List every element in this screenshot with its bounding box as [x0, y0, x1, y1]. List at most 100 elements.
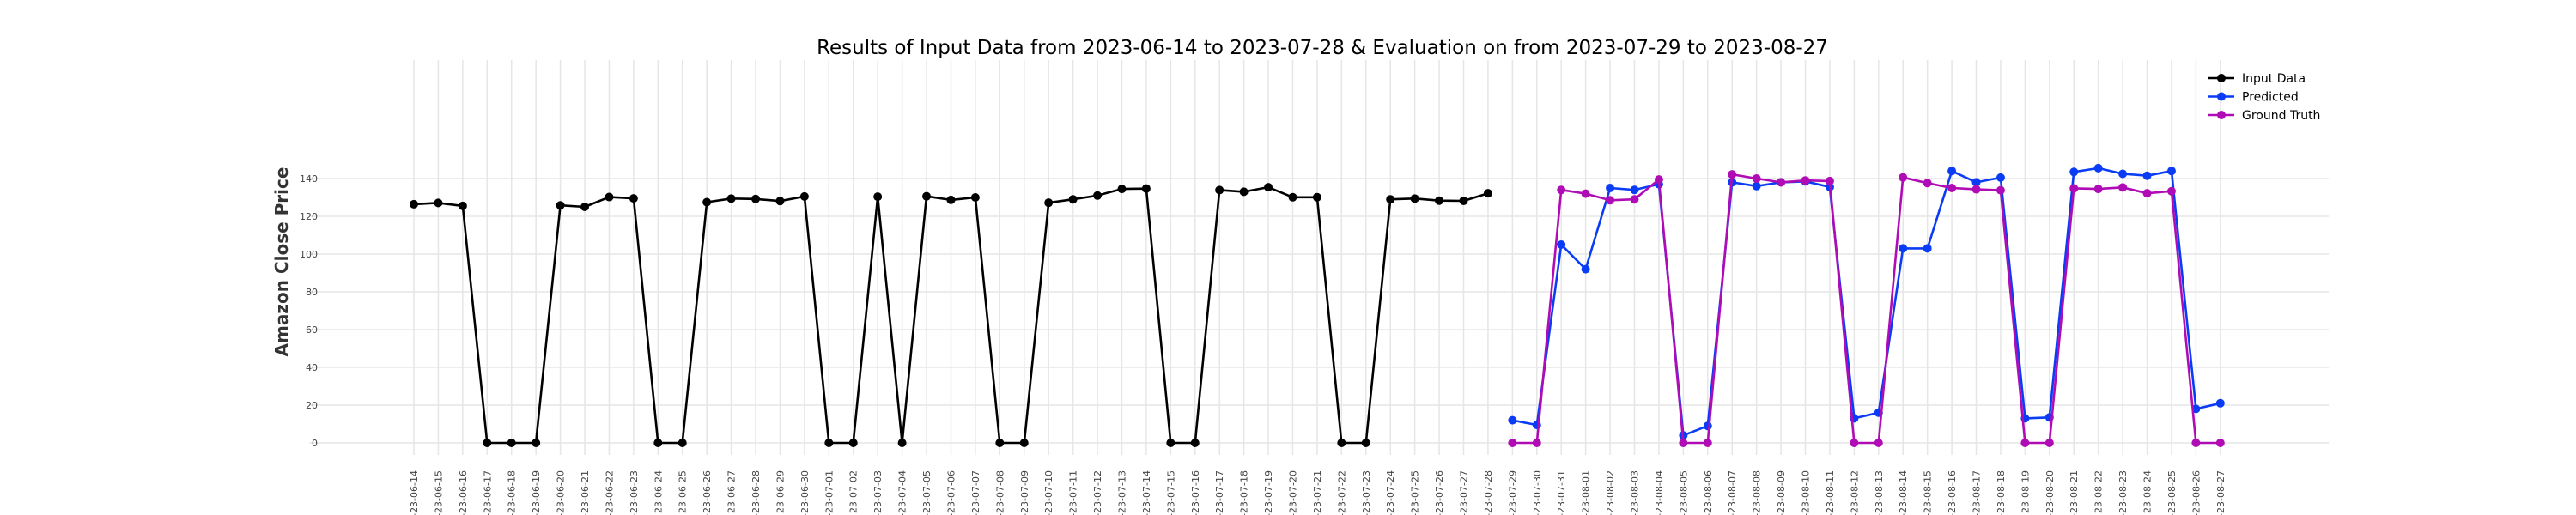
data-point [1801, 176, 1810, 185]
data-point [1093, 191, 1103, 200]
x-tick-label: -23-08-04 [1654, 470, 1665, 515]
data-point [1410, 194, 1419, 203]
x-tick-label: -23-08-03 [1630, 470, 1641, 515]
x-tick-label: -23-08-18 [1996, 470, 2007, 515]
grid [309, 60, 2329, 455]
x-tick-label: -23-06-14 [409, 470, 420, 515]
x-tick-label: -23-07-01 [823, 470, 835, 515]
data-point [677, 439, 687, 447]
data-point [556, 201, 565, 210]
x-tick-label: -23-06-25 [677, 470, 689, 515]
data-point [580, 203, 590, 211]
legend-item: Ground Truth [2208, 109, 2320, 123]
x-tick-label: -23-07-20 [1287, 470, 1298, 515]
x-tick-label: -23-08-05 [1678, 470, 1689, 515]
data-point [2069, 184, 2079, 193]
data-point [1508, 415, 1517, 425]
x-tick-label: -23-07-31 [1556, 470, 1567, 515]
data-point [1264, 183, 1273, 192]
data-point [1971, 185, 1981, 194]
data-point [2044, 439, 2054, 447]
data-point [1947, 167, 1957, 176]
x-tick-label: -23-07-30 [1532, 470, 1543, 515]
x-tick-label: -23-08-20 [2044, 470, 2056, 515]
x-tick-label: -23-08-17 [1971, 470, 1983, 515]
data-point [507, 439, 516, 447]
series-line [1512, 167, 2221, 437]
x-tick-label: -23-06-29 [775, 470, 786, 515]
data-point [2191, 439, 2201, 447]
data-point [1532, 439, 1541, 447]
x-tick-label: -23-08-01 [1581, 470, 1592, 515]
data-point [799, 191, 809, 201]
series-layer [410, 163, 2225, 447]
x-tick-label: -23-07-08 [994, 470, 1005, 515]
y-tick-label: 60 [306, 324, 318, 336]
data-point [702, 197, 712, 207]
x-tick-label: -23-07-10 [1043, 470, 1054, 515]
y-axis-ticks: 0 20 40 60 80 100 120 140 [300, 173, 318, 449]
data-point [2166, 167, 2176, 176]
x-tick-label: -23-07-02 [848, 470, 860, 515]
data-point [1459, 196, 1468, 205]
x-tick-label: -23-08-22 [2093, 470, 2105, 515]
data-point [1825, 176, 1834, 185]
x-tick-label: -23-07-04 [897, 470, 908, 515]
y-tick-label: 20 [306, 400, 318, 411]
data-point [1581, 189, 1590, 198]
data-point [2215, 398, 2225, 408]
legend-marker [2217, 92, 2226, 101]
data-point [1923, 244, 1932, 253]
x-tick-label: -23-06-27 [726, 470, 738, 515]
series-predicted [1508, 163, 2225, 440]
data-point [2142, 171, 2152, 180]
data-point [1044, 198, 1054, 208]
x-tick-label: -23-06-20 [556, 470, 567, 515]
data-point [1215, 185, 1224, 195]
data-point [751, 194, 761, 203]
x-tick-label: -23-07-19 [1263, 470, 1274, 515]
x-tick-label: -23-08-10 [1801, 470, 1812, 515]
data-point [1337, 439, 1346, 447]
data-point [1923, 179, 1932, 188]
x-tick-label: -23-08-23 [2117, 470, 2129, 515]
data-point [653, 439, 663, 447]
data-point [1679, 439, 1688, 447]
data-point [946, 195, 956, 204]
data-point [1606, 184, 1615, 192]
x-tick-label: -23-08-09 [1776, 470, 1787, 515]
data-point [1947, 184, 1957, 192]
x-tick-label: -23-07-18 [1239, 470, 1250, 515]
legend-item: Input Data [2208, 72, 2306, 86]
x-tick-label: -23-08-07 [1727, 470, 1738, 515]
data-point [1190, 439, 1200, 447]
data-point [1483, 189, 1492, 198]
x-tick-label: -23-08-27 [2215, 470, 2227, 515]
x-tick-label: -23-08-14 [1898, 470, 1909, 515]
x-tick-label: -23-08-11 [1825, 470, 1836, 515]
data-point [1581, 264, 1590, 274]
x-tick-label: -23-06-17 [482, 470, 493, 515]
data-point [1019, 439, 1029, 447]
data-point [2142, 189, 2152, 198]
data-point [605, 192, 614, 202]
data-point [1288, 192, 1297, 202]
data-point [1996, 173, 2005, 182]
data-point [1654, 175, 1663, 185]
data-point [873, 192, 883, 202]
data-point [995, 439, 1005, 447]
data-point [1312, 192, 1321, 202]
data-point [1557, 240, 1566, 249]
data-point [1777, 178, 1786, 187]
x-tick-label: -23-07-03 [872, 470, 884, 515]
x-tick-label: -23-07-14 [1141, 470, 1152, 515]
x-tick-label: -23-06-15 [433, 470, 444, 515]
data-point [458, 201, 467, 210]
data-point [970, 193, 980, 202]
data-point [2093, 185, 2103, 194]
data-point [1703, 421, 1712, 431]
data-point [629, 194, 638, 203]
y-tick-label: 40 [306, 362, 318, 373]
data-point [1971, 178, 1981, 187]
x-tick-label: -23-07-05 [921, 470, 933, 515]
